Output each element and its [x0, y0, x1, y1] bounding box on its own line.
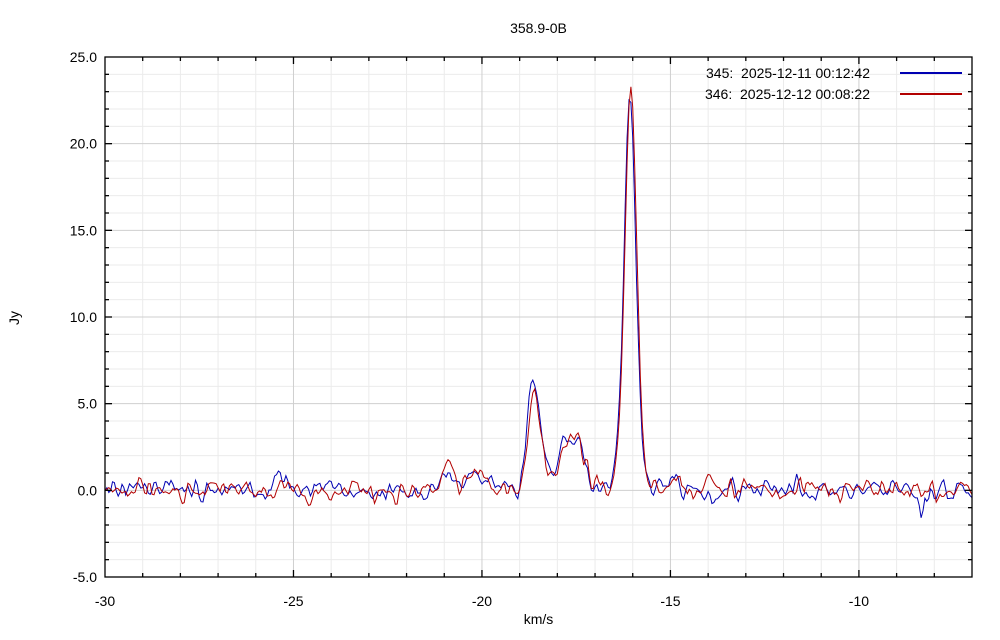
spectrum-line-345	[104, 98, 973, 518]
x-tick-label: -25	[283, 593, 303, 609]
chart-title: 358.9-0B	[510, 20, 567, 36]
spectrum-line-346	[104, 86, 973, 507]
y-tick-label: 5.0	[78, 396, 98, 412]
y-axis-label: Jy	[6, 311, 22, 325]
legend: 345: 2025-12-11 00:12:42 346: 2025-12-12…	[705, 62, 962, 104]
axis-ticks	[105, 57, 972, 577]
y-tick-label: -5.0	[73, 569, 97, 585]
y-tick-label: 0.0	[78, 482, 98, 498]
legend-item-346: 346: 2025-12-12 00:08:22	[705, 83, 962, 104]
legend-label-346: 346: 2025-12-12 00:08:22	[704, 85, 870, 102]
x-axis-label: km/s	[523, 611, 554, 627]
x-tick-label: -10	[849, 593, 869, 609]
legend-item-345: 345: 2025-12-11 00:12:42	[705, 62, 962, 83]
x-tick-label: -30	[95, 593, 115, 609]
y-tick-label: 15.0	[70, 222, 97, 238]
legend-line-sample-345	[900, 71, 962, 74]
y-tick-label: 20.0	[70, 136, 97, 152]
y-tick-label: 10.0	[70, 309, 97, 325]
y-tick-label: 25.0	[70, 49, 97, 65]
x-tick-label: -20	[472, 593, 492, 609]
legend-line-sample-346	[900, 92, 962, 95]
x-tick-label: -15	[660, 593, 680, 609]
legend-label-345: 345: 2025-12-11 00:12:42	[706, 64, 870, 81]
axis-tick-labels: -30 -25 -20 -15 -10 -5.0 0.0 5.0 10.0 15.0 20.0 25.…	[70, 49, 869, 609]
data-series	[104, 86, 973, 518]
